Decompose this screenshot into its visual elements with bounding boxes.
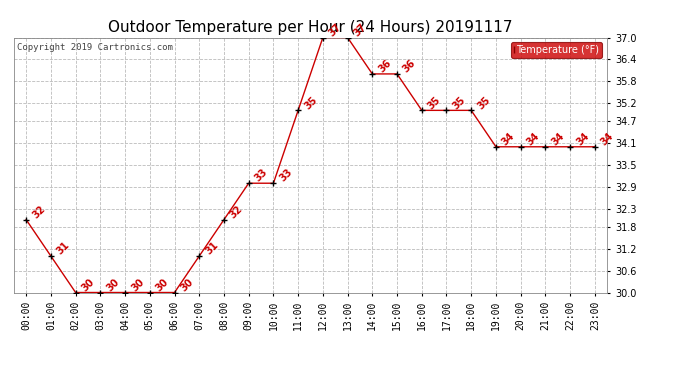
Text: 37: 37 <box>352 21 368 38</box>
Text: 35: 35 <box>426 94 442 111</box>
Text: 31: 31 <box>55 240 72 256</box>
Text: 36: 36 <box>377 58 393 75</box>
Text: 32: 32 <box>30 204 47 220</box>
Text: 34: 34 <box>549 131 566 147</box>
Text: 30: 30 <box>179 276 195 293</box>
Legend: Temperature (°F): Temperature (°F) <box>511 42 602 58</box>
Text: 34: 34 <box>525 131 542 147</box>
Text: 30: 30 <box>129 276 146 293</box>
Text: 36: 36 <box>401 58 418 75</box>
Text: 34: 34 <box>599 131 615 147</box>
Text: 31: 31 <box>204 240 220 256</box>
Text: 32: 32 <box>228 204 245 220</box>
Text: 33: 33 <box>277 167 294 184</box>
Text: 35: 35 <box>451 94 467 111</box>
Text: 30: 30 <box>154 276 170 293</box>
Text: 37: 37 <box>327 21 344 38</box>
Text: 35: 35 <box>475 94 492 111</box>
Text: 35: 35 <box>302 94 319 111</box>
Text: 30: 30 <box>80 276 97 293</box>
Text: 30: 30 <box>104 276 121 293</box>
Text: 34: 34 <box>574 131 591 147</box>
Text: 34: 34 <box>500 131 517 147</box>
Text: Copyright 2019 Cartronics.com: Copyright 2019 Cartronics.com <box>17 43 172 52</box>
Title: Outdoor Temperature per Hour (24 Hours) 20191117: Outdoor Temperature per Hour (24 Hours) … <box>108 20 513 35</box>
Text: 33: 33 <box>253 167 270 184</box>
